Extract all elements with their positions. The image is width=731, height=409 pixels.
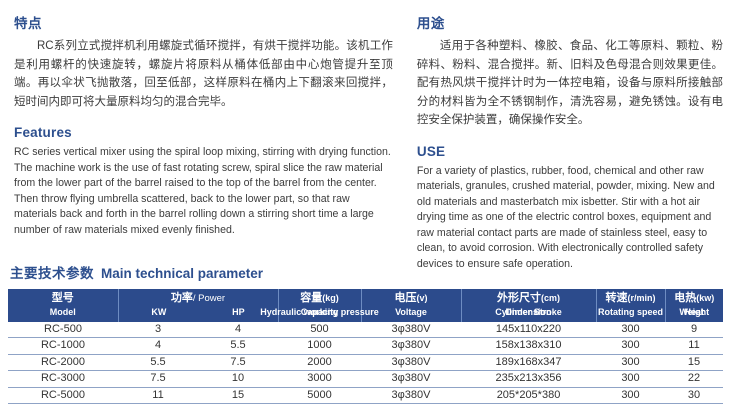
col-power-hp: HP (232, 307, 245, 317)
table-row: RC-2000 5.5 7.5 2000 3φ380V 189x168x347 300 15 (8, 354, 723, 372)
cell-hp: 4 (198, 322, 278, 339)
cell-speed: 300 (596, 370, 665, 388)
spacer (417, 130, 723, 144)
cell-hp: 7.5 (198, 354, 278, 372)
use-en-body: For a variety of plastics, rubber, food,… (416, 164, 715, 271)
col-power-kw: KW (151, 307, 167, 317)
cell-heat: 22 (665, 370, 723, 388)
cell-model: RC-500 (8, 322, 118, 339)
cell-kw: 11 (118, 387, 198, 405)
intro-columns: 特点 RC系列立式搅拌机利用螺旋式循环搅拌，有烘干搅拌功能。该机工作是利用螺杆的… (8, 12, 723, 273)
col-power-unit: / Power (192, 293, 226, 304)
col-capacity-unit: (kg) (322, 293, 339, 303)
cell-voltage: 3φ380V (361, 337, 461, 355)
cell-dimension: 145x110x220 (461, 322, 596, 339)
col-heat-en: Heat (684, 307, 704, 317)
left-column: 特点 RC系列立式搅拌机利用螺旋式循环搅拌，有烘干搅拌功能。该机工作是利用螺杆的… (8, 12, 393, 273)
cell-kw: 3 (118, 322, 198, 339)
use-cn-title: 用途 (416, 16, 445, 31)
cell-dimension: 158x138x310 (461, 337, 596, 355)
table-row: RC-500 3 4 500 3φ380V 145x110x220 300 9 (8, 322, 723, 339)
col-power: 功率/ Power KW HP (118, 289, 279, 322)
use-cn-body: 适用于各种塑料、橡胶、食品、化工等原料、颗粒、粉碎料、粉料、混合搅拌。新、旧料及… (416, 40, 723, 126)
col-capacity: 容量(kg) Capacity Hydraulic working pressu… (260, 289, 379, 322)
table-header-row: 型号 Model 功率/ Power KW HP (8, 289, 723, 322)
spec-table-body: RC-500 3 4 500 3φ380V 145x110x220 300 9 RC-1000 4… (8, 322, 723, 405)
cell-heat: 11 (665, 337, 723, 355)
spec-table-section: 主要技术参数 Main technical parameter 型号 (8, 262, 723, 405)
cell-dimension: 189x168x347 (461, 354, 596, 372)
col-voltage-cn: 电压 (394, 292, 417, 304)
table-row: RC-3000 7.5 10 3000 3φ380V 235x213x356 300 22 (8, 370, 723, 388)
col-dimension-cn: 外形尺寸 (496, 292, 541, 304)
spec-table-head: 型号 Model 功率/ Power KW HP (8, 289, 723, 322)
col-speed-unit: (r/min) (627, 293, 656, 303)
col-heat-cn: 电热 (674, 292, 697, 304)
cell-capacity: 2000 (278, 354, 361, 372)
cell-voltage: 3φ380V (361, 354, 461, 372)
cell-speed: 300 (596, 387, 665, 405)
col-speed-en: Rotating speed (597, 307, 663, 317)
col-model-cn: 型号 (51, 292, 74, 304)
col-dimension-unit: (cm) (540, 293, 560, 303)
spec-heading-en: Main technical parameter (101, 266, 264, 281)
cell-voltage: 3φ380V (361, 322, 461, 339)
cell-kw: 7.5 (118, 370, 198, 388)
cell-capacity: 500 (278, 322, 361, 339)
cell-hp: 10 (198, 370, 278, 388)
features-cn-title: 特点 (14, 16, 42, 31)
cell-model: RC-2000 (8, 354, 118, 372)
cell-speed: 300 (596, 354, 665, 372)
col-voltage-en: Voltage (395, 307, 427, 317)
table-row: RC-5000 11 15 5000 3φ380V 205*205*380 300 30 (8, 387, 723, 405)
cell-dimension: 205*205*380 (461, 387, 596, 405)
features-en-title: Features (14, 125, 72, 140)
use-en-title: USE (416, 143, 446, 159)
table-row: RC-1000 4 5.5 1000 3φ380V 158x138x310 300 11 (8, 337, 723, 355)
col-heat-unit: (kw) (696, 293, 715, 303)
cell-hp: 5.5 (198, 337, 278, 355)
col-voltage: 电压(v) Voltage (361, 289, 462, 322)
cell-speed: 300 (596, 322, 665, 339)
right-column: 用途 适用于各种塑料、橡胶、食品、化工等原料、颗粒、粉碎料、粉料、混合搅拌。新、… (393, 12, 723, 273)
spacer (14, 111, 393, 125)
col-model-en: Model (49, 307, 76, 317)
col-dimension-en-overlay: Cylinder Stroke (495, 307, 562, 317)
col-speed-cn: 转速 (605, 292, 628, 304)
col-dimension: 外形尺寸(cm) Dimension Cylinder Stroke (461, 289, 597, 322)
col-model: 型号 Model (8, 289, 119, 322)
col-capacity-en-overlay: Hydraulic working pressure (260, 307, 379, 317)
cell-kw: 5.5 (118, 354, 198, 372)
col-power-cn: 功率 (170, 292, 193, 304)
cell-kw: 4 (118, 337, 198, 355)
col-heat-en-overlay: Weight (679, 307, 710, 317)
cell-voltage: 3φ380V (361, 387, 461, 405)
cell-capacity: 3000 (278, 370, 361, 388)
col-capacity-en: Capacity (300, 307, 339, 317)
cell-speed: 300 (596, 337, 665, 355)
cell-model: RC-3000 (8, 370, 118, 388)
cell-model: RC-5000 (8, 387, 118, 405)
spec-heading-cn: 主要技术参数 (10, 266, 94, 281)
cell-dimension: 235x213x356 (461, 370, 596, 388)
cell-capacity: 1000 (278, 337, 361, 355)
col-voltage-unit: (v) (416, 293, 428, 303)
cell-voltage: 3φ380V (361, 370, 461, 388)
col-speed: 转速(r/min) Rotating speed (596, 289, 666, 322)
features-en-body: RC series vertical mixer using the spira… (14, 146, 391, 236)
cell-heat: 15 (665, 354, 723, 372)
col-dimension-en: Dimension (505, 307, 552, 317)
features-cn-body: RC系列立式搅拌机利用螺旋式循环搅拌，有烘干搅拌功能。该机工作是利用螺杆的快速旋… (14, 40, 393, 108)
spec-table-heading: 主要技术参数 Main technical parameter (10, 262, 723, 282)
cell-heat: 30 (665, 387, 723, 405)
col-heat: 电热(kw) Heat Weight (665, 289, 723, 322)
cell-hp: 15 (198, 387, 278, 405)
cell-capacity: 5000 (278, 387, 361, 405)
spec-table: 型号 Model 功率/ Power KW HP (8, 289, 723, 405)
col-capacity-cn: 容量 (300, 292, 323, 304)
cell-model: RC-1000 (8, 337, 118, 355)
cell-heat: 9 (665, 322, 723, 339)
